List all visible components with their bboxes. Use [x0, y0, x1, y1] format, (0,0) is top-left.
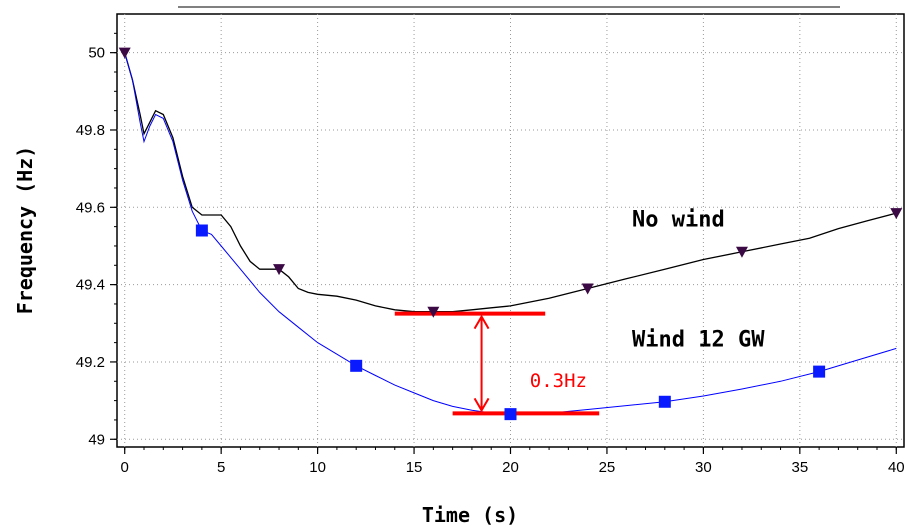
difference-marker: [394, 311, 600, 416]
x-tick-label: 35: [791, 459, 808, 476]
square-marker: [813, 365, 826, 378]
y-tick-label: 49.8: [76, 122, 105, 139]
square-marker: [195, 224, 208, 237]
square-marker: [658, 395, 671, 408]
x-axis-ticks: 0 5 10 15 20 25 30 35 40: [121, 447, 905, 476]
square-marker: [350, 359, 363, 372]
grid-lines: [117, 14, 904, 447]
x-tick-label: 20: [502, 459, 519, 476]
triangle-marker: [273, 264, 286, 276]
x-tick-label: 25: [599, 459, 616, 476]
difference-arrow-head-up: [473, 314, 490, 330]
y-tick-label: 49.6: [76, 199, 105, 216]
triangle-marker: [735, 246, 748, 258]
difference-arrow-head-down: [473, 397, 490, 413]
annotations: No wind Wind 12 GW 0.3Hz: [530, 208, 765, 392]
y-axis-title: Frequency (Hz): [13, 146, 37, 315]
y-tick-label: 49.4: [76, 277, 105, 294]
series-line-no-wind: [124, 52, 897, 313]
x-tick-label: 15: [406, 459, 423, 476]
x-tick-label: 10: [309, 459, 326, 476]
series-markers: [118, 47, 903, 421]
x-tick-label: 40: [888, 459, 905, 476]
annotation-wind-12gw: Wind 12 GW: [632, 327, 765, 352]
x-tick-label: 30: [695, 459, 712, 476]
y-tick-label: 49: [88, 431, 105, 448]
series-line-wind-12gw: [124, 52, 897, 415]
triangle-marker: [427, 306, 440, 318]
x-axis-title: Time (s): [422, 503, 518, 527]
y-axis-ticks: 49 49.2 49.4 49.6 49.8 50: [76, 32, 117, 448]
annotation-no-wind: No wind: [632, 208, 725, 233]
annotation-difference: 0.3Hz: [530, 370, 587, 392]
y-tick-label: 49.2: [76, 354, 105, 371]
series-lines: [124, 52, 897, 415]
triangle-marker: [118, 47, 131, 59]
triangle-marker: [890, 208, 903, 220]
square-marker: [504, 408, 517, 421]
x-tick-label: 5: [217, 459, 225, 476]
y-tick-label: 50: [88, 45, 105, 62]
triangle-marker: [581, 283, 594, 295]
x-tick-label: 0: [121, 459, 129, 476]
